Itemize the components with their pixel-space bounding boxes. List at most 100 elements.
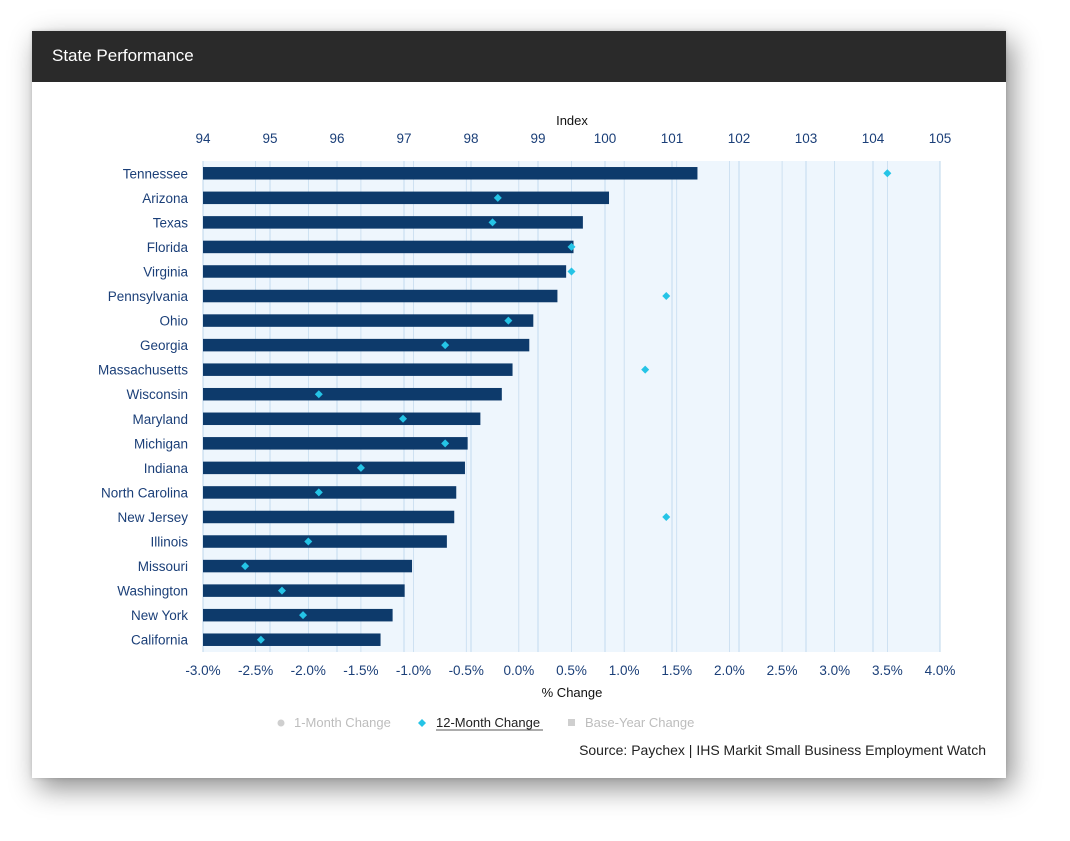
bottom-tick-label: 3.0% <box>819 663 850 678</box>
index-bar[interactable] <box>203 216 583 229</box>
index-bar[interactable] <box>203 461 465 475</box>
top-tick-label: 97 <box>396 131 411 146</box>
category-label: Florida <box>147 240 189 255</box>
source-note: Source: Paychex | IHS Markit Small Busin… <box>579 742 986 758</box>
bottom-tick-label: -1.5% <box>343 663 378 678</box>
change-marker[interactable] <box>662 512 671 521</box>
change-marker[interactable] <box>567 242 576 251</box>
bottom-tick-label: -1.0% <box>396 663 431 678</box>
top-tick-label: 105 <box>929 131 952 146</box>
top-tick-label: 101 <box>661 131 684 146</box>
index-bar[interactable] <box>203 289 558 303</box>
chart-card: State Performance Tennessee Arizona Texas F… <box>32 31 1006 778</box>
change-marker[interactable] <box>314 390 323 399</box>
category-label: Virginia <box>143 264 188 279</box>
circle-icon <box>277 719 285 727</box>
change-marker[interactable] <box>641 365 650 374</box>
legend-label-base-year: Base-Year Change <box>585 715 694 730</box>
legend-label-1-month: 1-Month Change <box>294 715 391 730</box>
index-bars <box>203 167 698 646</box>
index-bar[interactable] <box>203 265 567 278</box>
legend-item-base-year[interactable]: Base-Year Change <box>568 715 694 730</box>
bottom-axis-label: % Change <box>542 685 603 700</box>
index-bar[interactable] <box>203 584 405 597</box>
index-bar[interactable] <box>203 167 698 180</box>
category-label: New Jersey <box>117 510 188 525</box>
top-tick-label: 96 <box>329 131 344 146</box>
index-bar[interactable] <box>203 437 468 450</box>
index-bar[interactable] <box>203 191 610 205</box>
square-icon <box>568 719 575 726</box>
index-bar[interactable] <box>203 387 502 401</box>
index-bar[interactable] <box>203 338 530 352</box>
change-marker[interactable] <box>504 316 513 325</box>
bottom-tick-label: -0.5% <box>449 663 484 678</box>
bottom-tick-label: 1.0% <box>609 663 640 678</box>
index-bar[interactable] <box>203 412 481 426</box>
category-label: Texas <box>153 215 189 230</box>
change-marker[interactable] <box>277 586 286 595</box>
category-label: California <box>131 633 189 648</box>
change-marker[interactable] <box>304 537 313 546</box>
legend-item-1-month[interactable]: 1-Month Change <box>277 715 391 730</box>
index-bar[interactable] <box>203 363 513 376</box>
category-label: Massachusetts <box>98 363 188 378</box>
index-bar[interactable] <box>203 510 455 524</box>
bottom-tick-label: 4.0% <box>925 663 956 678</box>
top-tick-label: 102 <box>728 131 751 146</box>
change-marker[interactable] <box>883 169 892 178</box>
bottom-tick-label: 0.0% <box>503 663 534 678</box>
change-marker[interactable] <box>493 193 502 202</box>
change-marker[interactable] <box>662 292 671 301</box>
index-bar[interactable] <box>203 608 393 622</box>
card-header: State Performance <box>32 31 1006 82</box>
bottom-axis-ticks: -3.0% -2.5% -2.0% -1.5% -1.0% -0.5% 0.0% 0.5% 1.… <box>185 663 955 678</box>
change-marker[interactable] <box>399 414 408 423</box>
change-marker[interactable] <box>441 341 450 350</box>
index-bar[interactable] <box>203 240 574 254</box>
category-label: Indiana <box>144 461 189 476</box>
top-tick-label: 100 <box>594 131 617 146</box>
index-bar[interactable] <box>203 633 381 646</box>
bottom-tick-label: 1.5% <box>661 663 692 678</box>
index-bar[interactable] <box>203 535 447 548</box>
category-label: Arizona <box>142 191 188 206</box>
top-axis-ticks: 94 95 96 97 98 99 100 101 102 103 104 105 <box>195 131 951 146</box>
diamond-icon <box>418 719 426 727</box>
change-markers <box>241 169 892 644</box>
category-label: Georgia <box>140 338 189 353</box>
change-marker[interactable] <box>314 488 323 497</box>
category-label: Michigan <box>134 436 188 451</box>
bottom-tick-label: -2.0% <box>291 663 326 678</box>
index-bar[interactable] <box>203 314 534 327</box>
category-label: Tennessee <box>123 166 188 181</box>
legend-item-12-month[interactable]: 12-Month Change <box>418 715 543 731</box>
top-axis-label: Index <box>556 113 588 128</box>
bottom-tick-label: 3.5% <box>872 663 903 678</box>
bottom-tick-label: -2.5% <box>238 663 273 678</box>
change-marker[interactable] <box>567 267 576 276</box>
chart-legend: 1-Month Change 12-Month Change Base-Year… <box>277 715 694 731</box>
change-marker[interactable] <box>241 562 250 571</box>
change-marker[interactable] <box>488 218 497 227</box>
bottom-tick-label: -3.0% <box>185 663 220 678</box>
change-marker[interactable] <box>256 635 265 644</box>
legend-label-12-month: 12-Month Change <box>436 715 540 730</box>
change-marker[interactable] <box>356 463 365 472</box>
card-title: State Performance <box>52 46 194 65</box>
index-bar[interactable] <box>203 486 457 499</box>
category-label: North Carolina <box>101 485 189 500</box>
category-labels: Tennessee Arizona Texas Florida Virginia Penn… <box>98 166 189 647</box>
top-tick-label: 95 <box>262 131 277 146</box>
category-label: Illinois <box>150 535 188 550</box>
top-tick-label: 94 <box>195 131 211 146</box>
bottom-tick-label: 2.0% <box>714 663 745 678</box>
index-bar[interactable] <box>203 559 413 573</box>
category-label: New York <box>131 608 188 623</box>
change-marker[interactable] <box>299 611 308 620</box>
category-label: Missouri <box>138 559 188 574</box>
top-tick-label: 99 <box>530 131 545 146</box>
category-label: Washington <box>117 584 188 599</box>
category-label: Ohio <box>159 314 188 329</box>
change-marker[interactable] <box>441 439 450 448</box>
